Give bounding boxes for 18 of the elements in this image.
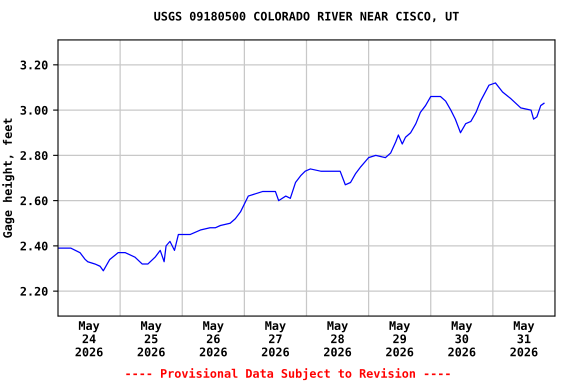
y-tick-label: 2.40 bbox=[20, 242, 48, 251]
y-tick-label: 2.80 bbox=[20, 151, 48, 160]
x-tick-label: May 31 2026 bbox=[510, 321, 538, 356]
y-tick-label: 2.60 bbox=[20, 196, 48, 206]
line-series bbox=[58, 82, 545, 272]
y-axis-title: Gage height, feet bbox=[2, 118, 14, 238]
x-tick-label: May 29 2026 bbox=[386, 321, 414, 356]
x-tick-label: May 24 2026 bbox=[76, 321, 103, 356]
chart-title: USGS 09180500 COLORADO RIVER NEAR CISCO, UT bbox=[154, 12, 459, 22]
y-tick-label: 3.00 bbox=[20, 106, 48, 115]
y-tick-label: 3.20 bbox=[20, 60, 48, 70]
x-tick-label: May 30 2026 bbox=[448, 321, 476, 356]
text: ---- Provisional Data Subject to Revision ---- bbox=[126, 368, 450, 380]
x-tick-label: May 26 2026 bbox=[200, 321, 227, 356]
y-tick-label: 2.20 bbox=[20, 286, 48, 296]
x-tick-label: May 28 2026 bbox=[324, 321, 352, 356]
x-tick-label: May 25 2026 bbox=[138, 321, 165, 356]
x-tick-label: May 27 2026 bbox=[262, 321, 290, 356]
